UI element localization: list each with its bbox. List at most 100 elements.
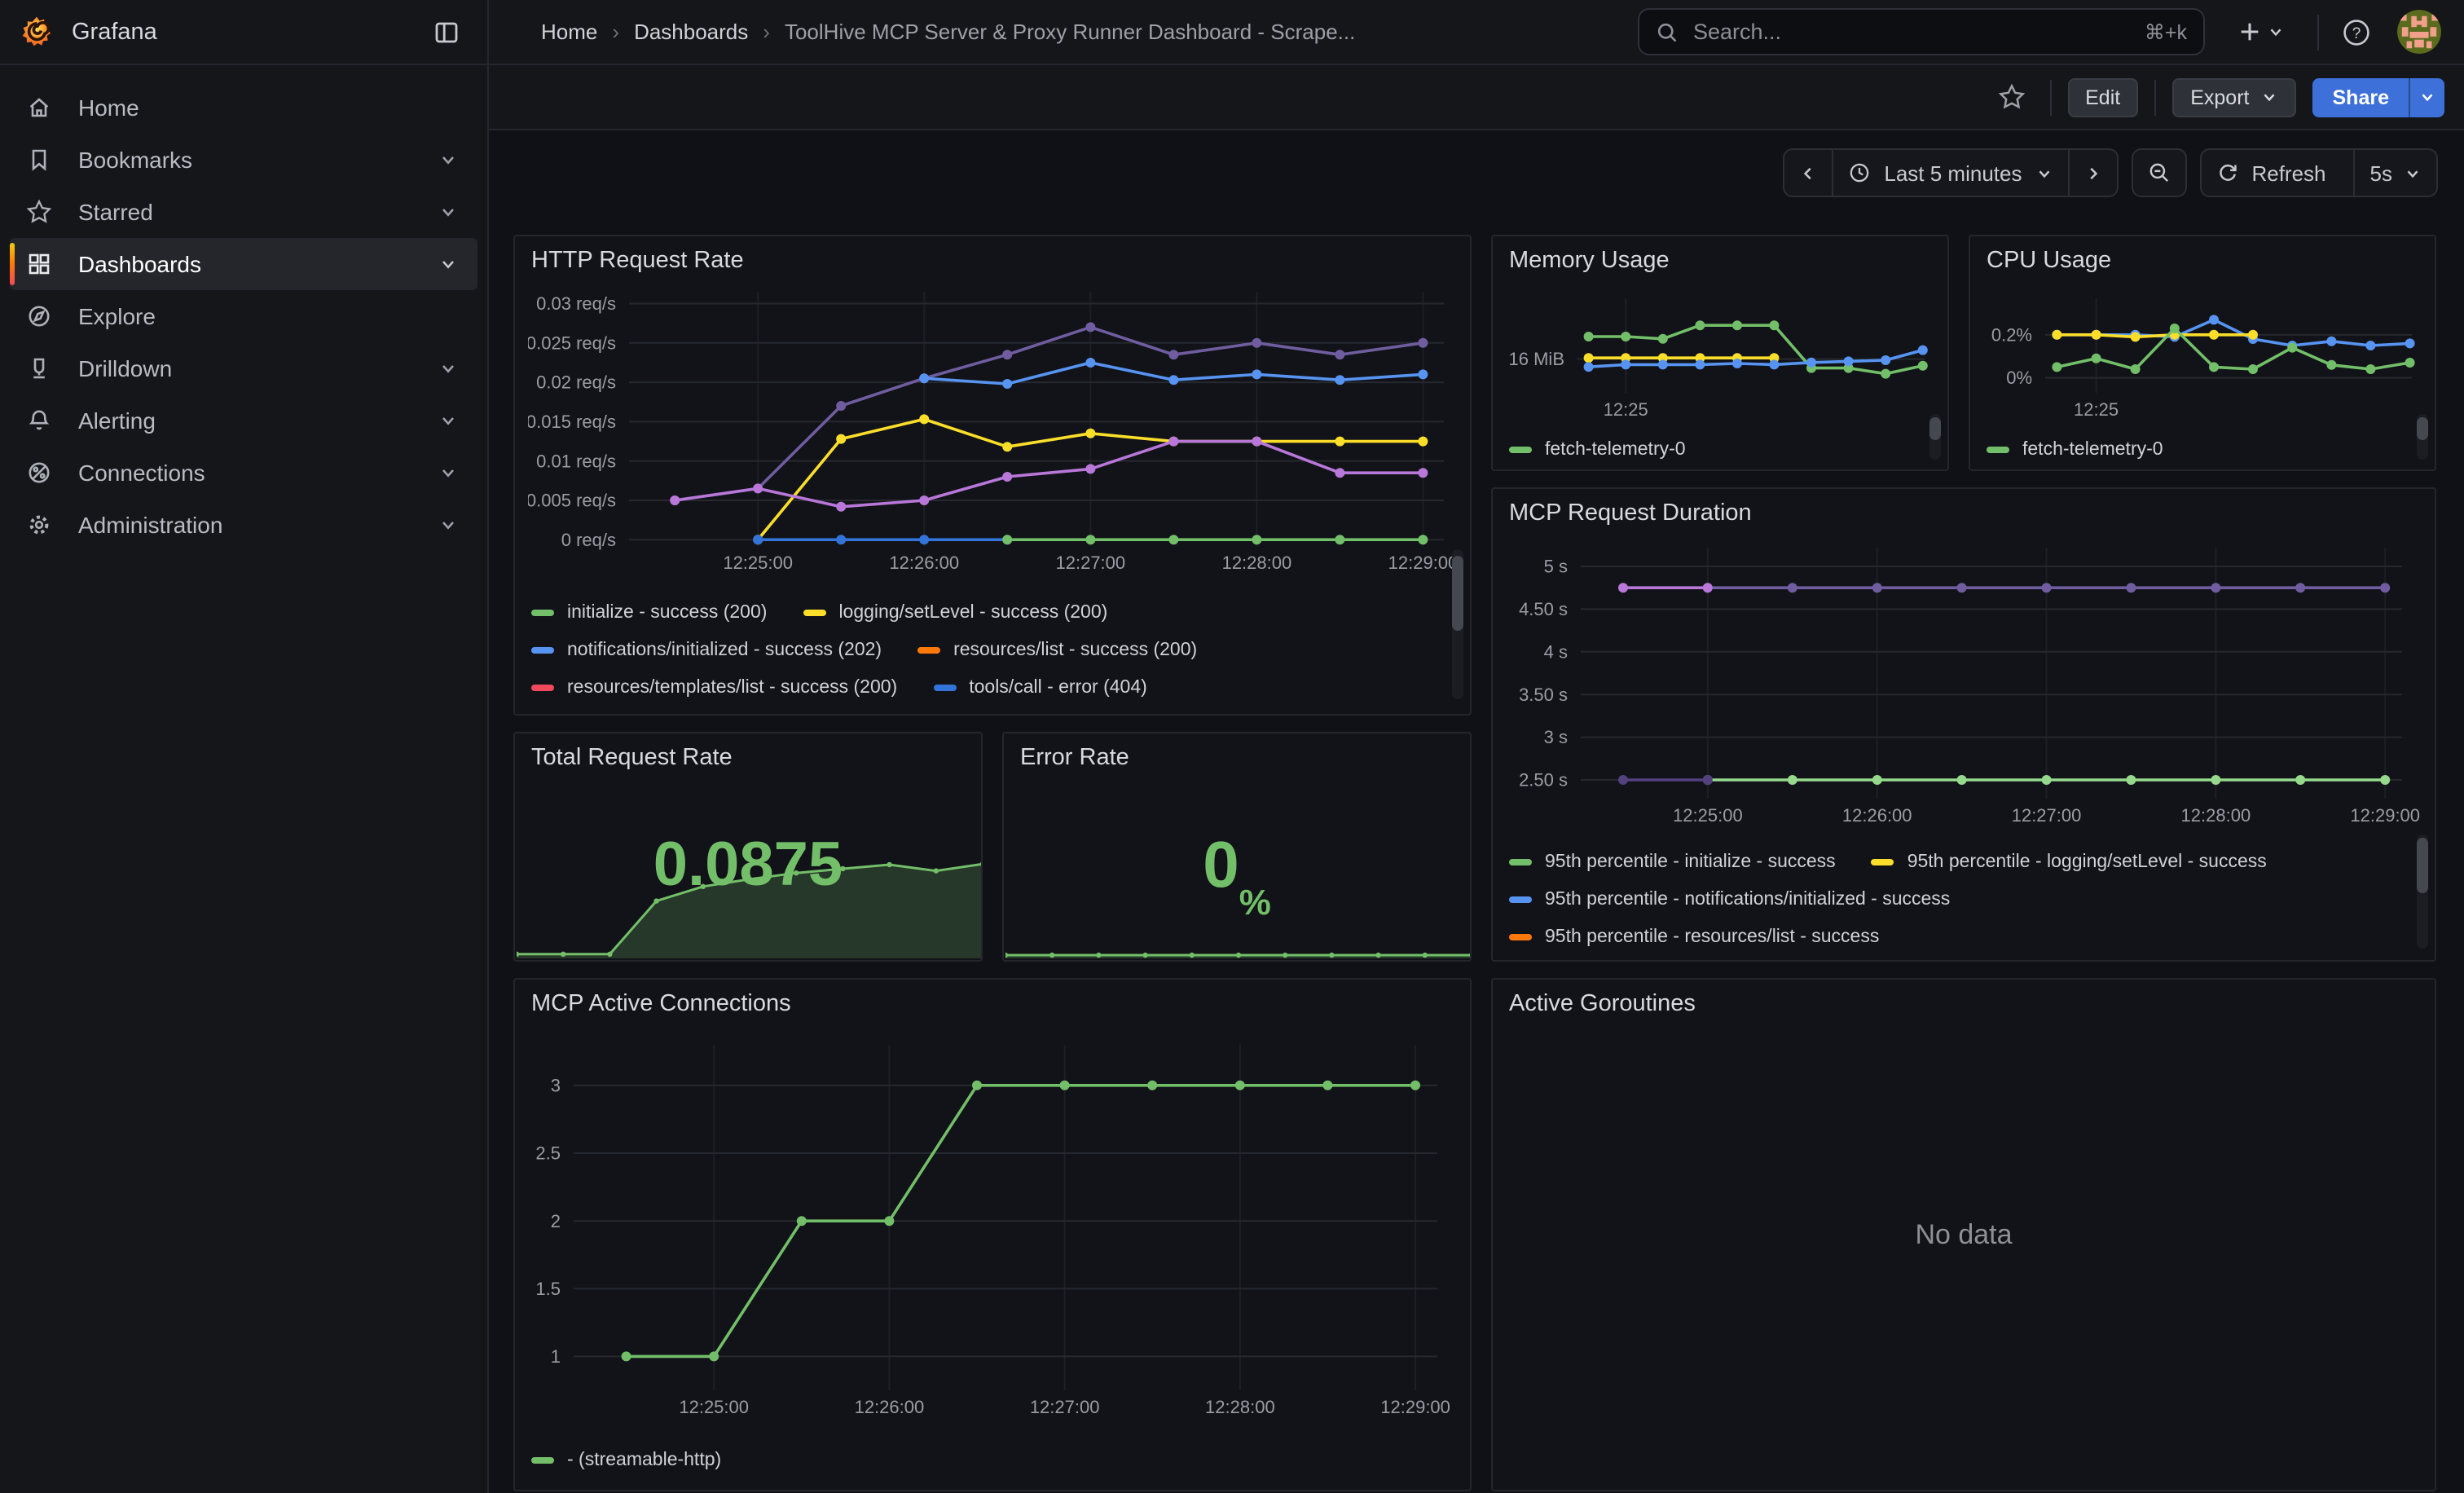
sidebar-item-dashboards[interactable]: Dashboards <box>10 238 477 290</box>
chevron-down-icon[interactable] <box>438 254 458 274</box>
panel-total-request-rate: Total Request Rate 0.0875 <box>513 732 983 962</box>
sidebar-item-label: Connections <box>78 460 205 486</box>
sidebar-item-label: Administration <box>78 512 223 538</box>
legend-scrollbar[interactable] <box>1929 417 1941 440</box>
breadcrumb-home[interactable]: Home <box>541 20 598 44</box>
legend-item[interactable]: fetch-telemetry-0 <box>1509 439 1686 459</box>
panel-title[interactable]: HTTP Request Rate <box>531 248 744 274</box>
svg-text:2.50 s: 2.50 s <box>1519 770 1568 791</box>
legend-item[interactable]: - (streamable-http) <box>531 1450 721 1469</box>
sidebar-item-home[interactable]: Home <box>10 81 477 134</box>
legend-scrollbar[interactable] <box>2417 417 2428 440</box>
legend-item[interactable]: initialize - success (200) <box>531 602 767 622</box>
legend-item[interactable]: 95th percentile - resources/list - succe… <box>1509 927 1879 946</box>
refresh-interval-dropdown[interactable]: 5s <box>2356 150 2436 196</box>
share-button[interactable]: Share <box>2312 77 2444 117</box>
legend-row: 95th percentile - resources/list - succe… <box>1509 918 2422 955</box>
refresh-icon <box>2219 164 2237 181</box>
legend-scrollbar[interactable] <box>2417 838 2428 893</box>
sidebar-toggle-icon[interactable] <box>425 11 468 53</box>
legend-item[interactable]: logging/setLevel - success (200) <box>803 602 1107 622</box>
time-zoom-out-button[interactable] <box>2132 150 2185 196</box>
chevron-down-icon[interactable] <box>438 359 458 378</box>
sidebar-item-administration[interactable]: Administration <box>10 499 477 551</box>
stat-value-wrap: 0.0875 <box>515 733 981 960</box>
http-request-rate-chart[interactable]: 12:25:00 12:26:00 12:27:00 12:28:00 12:29:00… <box>526 282 1458 585</box>
svg-text:12:28:00: 12:28:00 <box>1205 1397 1275 1417</box>
panel-title[interactable]: Error Rate <box>1020 745 1129 771</box>
legend-color-chip <box>1871 858 1894 865</box>
legend-label: notifications/initialized - success (202… <box>567 640 882 659</box>
time-range-back-button[interactable] <box>1784 150 1834 196</box>
refresh-button[interactable]: Refresh <box>2201 150 2356 196</box>
sidebar-item-connections[interactable]: Connections <box>10 447 477 499</box>
legend-item[interactable]: resources/templates/list - success (200) <box>531 677 897 697</box>
time-range-forward-button[interactable] <box>2069 150 2116 196</box>
bookmark-icon <box>26 147 52 173</box>
svg-text:0.02 req/s: 0.02 req/s <box>536 372 616 393</box>
panel-title[interactable]: Memory Usage <box>1509 248 1670 274</box>
drilldown-icon <box>26 355 52 381</box>
legend-item[interactable]: tools/call - error (404) <box>933 677 1147 697</box>
svg-text:16 MiB: 16 MiB <box>1509 349 1564 369</box>
time-range-group: Last 5 minutes <box>1783 148 2119 197</box>
legend-item[interactable]: 95th percentile - notifications/initiali… <box>1509 889 1950 909</box>
share-dropdown-button[interactable] <box>2409 77 2444 117</box>
legend-row: tools/call - success (200)tools/list - s… <box>531 706 1457 711</box>
panel-title[interactable]: MCP Request Duration <box>1509 500 1752 526</box>
chevron-down-icon[interactable] <box>438 202 458 222</box>
chevron-down-icon[interactable] <box>438 411 458 430</box>
top-nav: Grafana Home › Dashboards › ToolHive MCP… <box>0 0 2464 65</box>
svg-text:1: 1 <box>551 1346 561 1367</box>
total-request-rate-value: 0.0875 <box>653 830 843 899</box>
mcp-request-duration-chart[interactable]: 12:25:00 12:26:00 12:27:00 12:28:00 12:29:00… <box>1506 535 2422 835</box>
zoom-out-group <box>2131 148 2187 197</box>
chevron-down-icon[interactable] <box>438 515 458 535</box>
legend-color-chip <box>1987 446 2009 452</box>
legend-item[interactable]: notifications/initialized - success (202… <box>531 640 882 659</box>
search-box[interactable]: ⌘+k <box>1638 8 2205 55</box>
search-input[interactable] <box>1690 18 2145 46</box>
sidebar-item-drilldown[interactable]: Drilldown <box>10 342 477 394</box>
legend-item[interactable]: fetch-telemetry-0 <box>1987 439 2163 459</box>
clock-icon <box>1850 163 1869 183</box>
breadcrumb-separator: › <box>612 20 620 44</box>
sidebar-item-bookmarks[interactable]: Bookmarks <box>10 134 477 186</box>
svg-text:3.50 s: 3.50 s <box>1519 685 1568 705</box>
panel-title[interactable]: Total Request Rate <box>531 745 733 771</box>
legend-item[interactable]: 95th percentile - initialize - success <box>1509 852 1836 871</box>
favorite-star-button[interactable] <box>1991 76 2033 118</box>
svg-text:12:25:00: 12:25:00 <box>723 553 793 573</box>
breadcrumb-dashboards[interactable]: Dashboards <box>634 20 749 44</box>
edit-button[interactable]: Edit <box>2067 77 2139 117</box>
panel-title[interactable]: MCP Active Connections <box>531 991 791 1017</box>
cpu-usage-chart[interactable]: 12:25 0.2% 0% <box>1983 282 2422 422</box>
mcp-active-connections-chart[interactable]: 12:25:00 12:26:00 12:27:00 12:28:00 12:29:00… <box>528 1025 1457 1433</box>
sidebar-item-explore[interactable]: Explore <box>10 290 477 342</box>
user-avatar[interactable] <box>2397 10 2441 54</box>
memory-usage-chart[interactable]: 12:25 16 MiB <box>1506 282 1934 422</box>
chevron-down-icon[interactable] <box>438 463 458 482</box>
svg-text:12:27:00: 12:27:00 <box>1056 553 1126 573</box>
legend-item[interactable]: resources/list - success (200) <box>917 640 1197 659</box>
sidebar-item-alerting[interactable]: Alerting <box>10 394 477 447</box>
legend-row: 95th percentile - resources/templates/li… <box>1509 955 2422 957</box>
chevron-down-icon[interactable] <box>438 150 458 170</box>
plus-icon <box>2241 23 2259 41</box>
legend-item[interactable]: 95th percentile - logging/setLevel - suc… <box>1871 852 2267 871</box>
time-range-picker[interactable]: Last 5 minutes <box>1833 150 2070 196</box>
panel-title[interactable]: CPU Usage <box>1987 248 2112 274</box>
sidebar-item-label: Explore <box>78 303 156 329</box>
no-data-message: No data <box>1915 1218 2013 1249</box>
help-button[interactable]: ? <box>2335 11 2378 53</box>
panel-title[interactable]: Active Goroutines <box>1509 991 1696 1017</box>
sidebar-item-starred[interactable]: Starred <box>10 186 477 238</box>
export-button[interactable]: Export <box>2172 77 2297 117</box>
svg-text:4.50 s: 4.50 s <box>1519 599 1568 619</box>
export-button-label: Export <box>2190 86 2250 108</box>
dashboard-toolbar: Edit Export Share <box>489 65 2464 130</box>
legend-scrollbar[interactable] <box>1452 556 1463 631</box>
breadcrumb-current-dashboard[interactable]: ToolHive MCP Server & Proxy Runner Dashb… <box>784 20 1356 44</box>
add-new-button[interactable] <box>2237 20 2285 44</box>
